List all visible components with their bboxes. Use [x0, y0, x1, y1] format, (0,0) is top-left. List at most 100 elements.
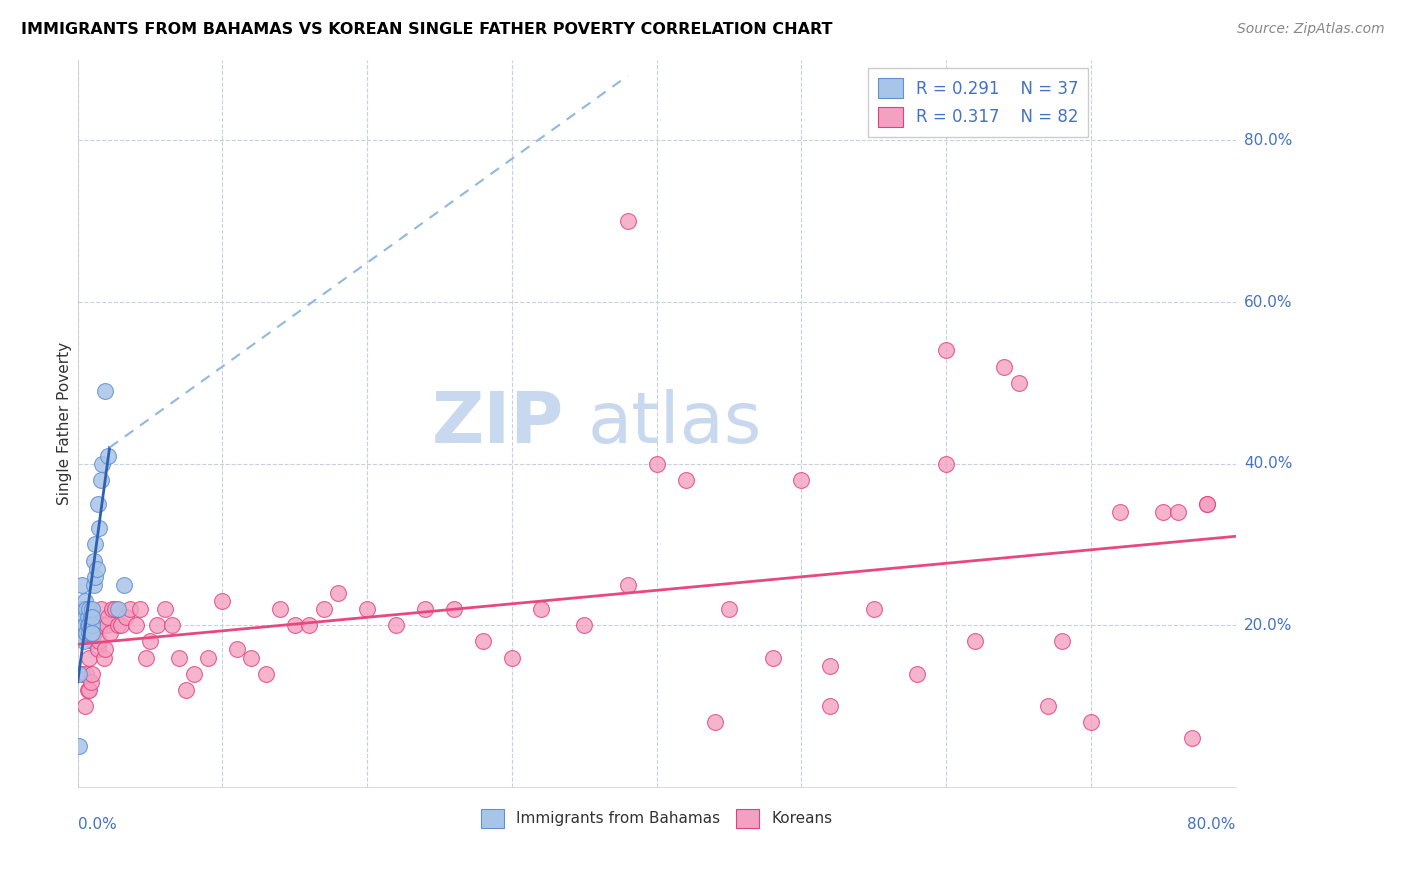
Point: [86, 618, 108, 632]
Point: [93, 650, 115, 665]
Point: [90, 602, 112, 616]
Point: [84, 537, 107, 551]
Point: [91, 457, 114, 471]
Point: [83, 578, 105, 592]
Point: [356, 602, 378, 616]
Point: [79, 682, 101, 697]
Point: [1050, 634, 1073, 648]
Point: [176, 682, 198, 697]
Point: [254, 666, 277, 681]
Point: [75, 602, 97, 616]
Point: [83, 553, 105, 567]
Point: [863, 602, 886, 616]
Point: [70, 666, 93, 681]
Point: [110, 618, 132, 632]
Text: ZIP: ZIP: [432, 389, 564, 458]
Point: [284, 618, 307, 632]
Point: [146, 618, 169, 632]
Point: [703, 715, 725, 730]
Point: [718, 602, 741, 616]
Point: [761, 650, 783, 665]
Point: [183, 666, 205, 681]
Point: [83, 626, 105, 640]
Point: [114, 610, 136, 624]
Point: [574, 618, 596, 632]
Point: [75, 626, 97, 640]
Point: [94, 642, 117, 657]
Point: [226, 642, 249, 657]
Point: [118, 602, 141, 616]
Point: [67, 666, 90, 681]
Point: [385, 618, 408, 632]
Point: [91, 618, 114, 632]
Point: [101, 602, 124, 616]
Point: [139, 634, 162, 648]
Point: [98, 626, 121, 640]
Point: [87, 497, 110, 511]
Point: [167, 650, 190, 665]
Point: [1195, 497, 1218, 511]
Point: [84, 570, 107, 584]
Point: [70, 602, 93, 616]
Point: [72, 634, 94, 648]
Point: [1195, 497, 1218, 511]
Text: 60.0%: 60.0%: [1244, 294, 1292, 310]
Point: [76, 682, 98, 697]
Point: [153, 602, 176, 616]
Point: [69, 626, 91, 640]
Point: [1007, 376, 1029, 390]
Point: [76, 618, 98, 632]
Point: [107, 602, 129, 616]
Point: [124, 618, 146, 632]
Point: [73, 610, 96, 624]
Point: [89, 521, 111, 535]
Point: [84, 618, 107, 632]
Point: [1152, 505, 1174, 519]
Text: 0.0%: 0.0%: [77, 817, 117, 832]
Point: [70, 578, 93, 592]
Legend: Immigrants from Bahamas, Koreans: Immigrants from Bahamas, Koreans: [475, 803, 838, 834]
Point: [94, 384, 117, 398]
Point: [501, 650, 523, 665]
Point: [820, 699, 842, 714]
Point: [73, 594, 96, 608]
Point: [82, 666, 104, 681]
Point: [73, 699, 96, 714]
Point: [240, 650, 263, 665]
Point: [76, 610, 98, 624]
Text: 80.0%: 80.0%: [1188, 817, 1236, 832]
Point: [443, 602, 465, 616]
Point: [112, 578, 135, 592]
Point: [82, 626, 104, 640]
Text: 80.0%: 80.0%: [1244, 133, 1292, 148]
Point: [104, 602, 127, 616]
Point: [89, 634, 111, 648]
Point: [79, 618, 101, 632]
Text: 20.0%: 20.0%: [1244, 618, 1292, 632]
Point: [1181, 731, 1204, 746]
Point: [90, 473, 112, 487]
Point: [107, 618, 129, 632]
Point: [645, 457, 668, 471]
Point: [79, 650, 101, 665]
Point: [820, 658, 842, 673]
Point: [617, 214, 640, 228]
Point: [86, 562, 108, 576]
Point: [328, 586, 350, 600]
Point: [1109, 505, 1132, 519]
Point: [97, 610, 120, 624]
Point: [96, 618, 118, 632]
Point: [97, 449, 120, 463]
Point: [82, 634, 104, 648]
Point: [675, 473, 697, 487]
Point: [965, 634, 987, 648]
Point: [1036, 699, 1059, 714]
Text: IMMIGRANTS FROM BAHAMAS VS KOREAN SINGLE FATHER POVERTY CORRELATION CHART: IMMIGRANTS FROM BAHAMAS VS KOREAN SINGLE…: [21, 22, 832, 37]
Point: [72, 618, 94, 632]
Point: [75, 666, 97, 681]
Point: [1080, 715, 1102, 730]
Point: [530, 602, 553, 616]
Point: [617, 578, 640, 592]
Point: [935, 343, 957, 358]
Point: [80, 626, 103, 640]
